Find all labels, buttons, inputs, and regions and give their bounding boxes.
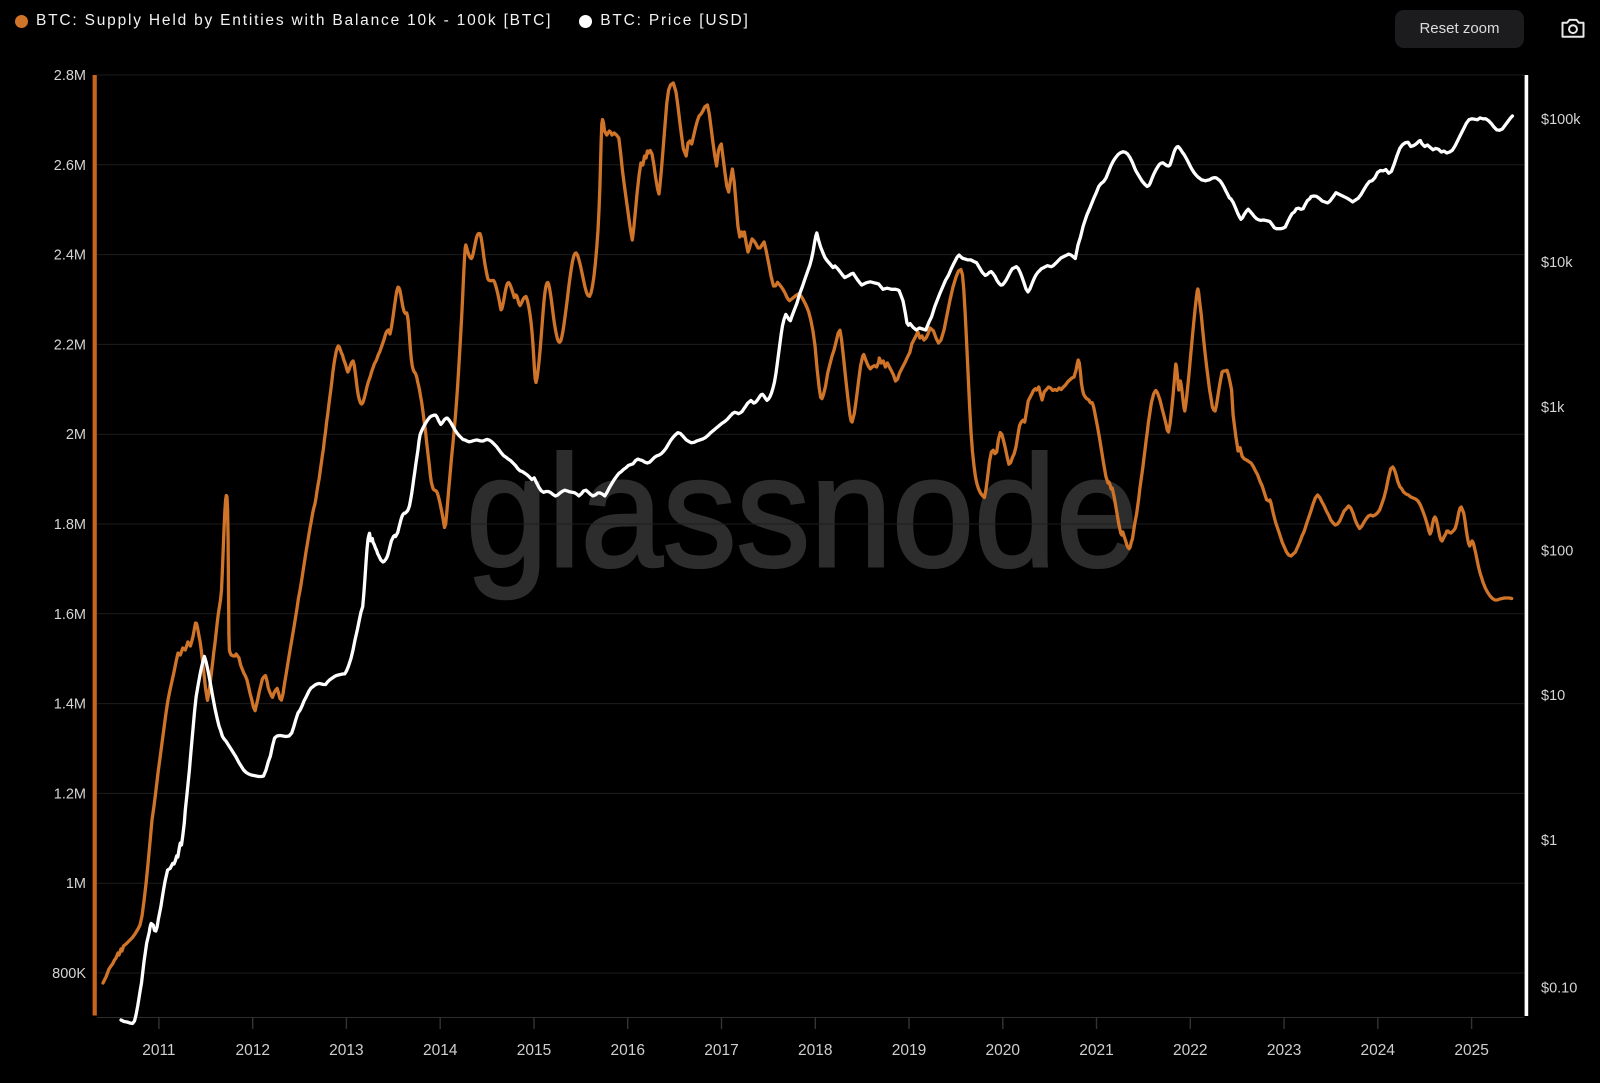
svg-text:2013: 2013 — [329, 1042, 363, 1059]
svg-text:2011: 2011 — [142, 1042, 175, 1059]
svg-text:$100k: $100k — [1541, 112, 1581, 128]
svg-text:glassnode: glassnode — [466, 424, 1138, 600]
svg-text:$1k: $1k — [1541, 400, 1565, 416]
svg-text:$1: $1 — [1541, 833, 1557, 849]
svg-text:2023: 2023 — [1267, 1042, 1301, 1059]
svg-text:2022: 2022 — [1173, 1042, 1207, 1059]
svg-text:2.2M: 2.2M — [54, 337, 86, 353]
svg-text:$0.10: $0.10 — [1541, 981, 1577, 997]
svg-text:2.6M: 2.6M — [54, 158, 86, 174]
svg-text:2017: 2017 — [704, 1042, 738, 1059]
svg-text:2.4M: 2.4M — [54, 248, 86, 264]
svg-text:1.8M: 1.8M — [54, 517, 86, 533]
svg-text:2.8M: 2.8M — [54, 68, 86, 84]
svg-text:2015: 2015 — [517, 1042, 551, 1059]
svg-text:2019: 2019 — [892, 1042, 926, 1059]
svg-text:2025: 2025 — [1454, 1042, 1488, 1059]
svg-text:1M: 1M — [66, 876, 86, 892]
svg-text:2018: 2018 — [798, 1042, 832, 1059]
svg-text:2M: 2M — [66, 427, 86, 443]
svg-text:2014: 2014 — [423, 1042, 458, 1059]
svg-text:$10k: $10k — [1541, 255, 1573, 271]
svg-text:800K: 800K — [52, 966, 86, 982]
svg-text:$10: $10 — [1541, 688, 1565, 704]
svg-text:1.2M: 1.2M — [54, 786, 86, 802]
svg-text:1.6M: 1.6M — [54, 607, 86, 623]
svg-text:$100: $100 — [1541, 543, 1573, 559]
svg-text:2024: 2024 — [1361, 1042, 1396, 1059]
svg-text:2012: 2012 — [235, 1042, 269, 1059]
svg-text:2020: 2020 — [986, 1042, 1021, 1059]
svg-text:1.4M: 1.4M — [54, 697, 86, 713]
svg-text:2021: 2021 — [1079, 1042, 1113, 1059]
svg-text:2016: 2016 — [610, 1042, 644, 1059]
